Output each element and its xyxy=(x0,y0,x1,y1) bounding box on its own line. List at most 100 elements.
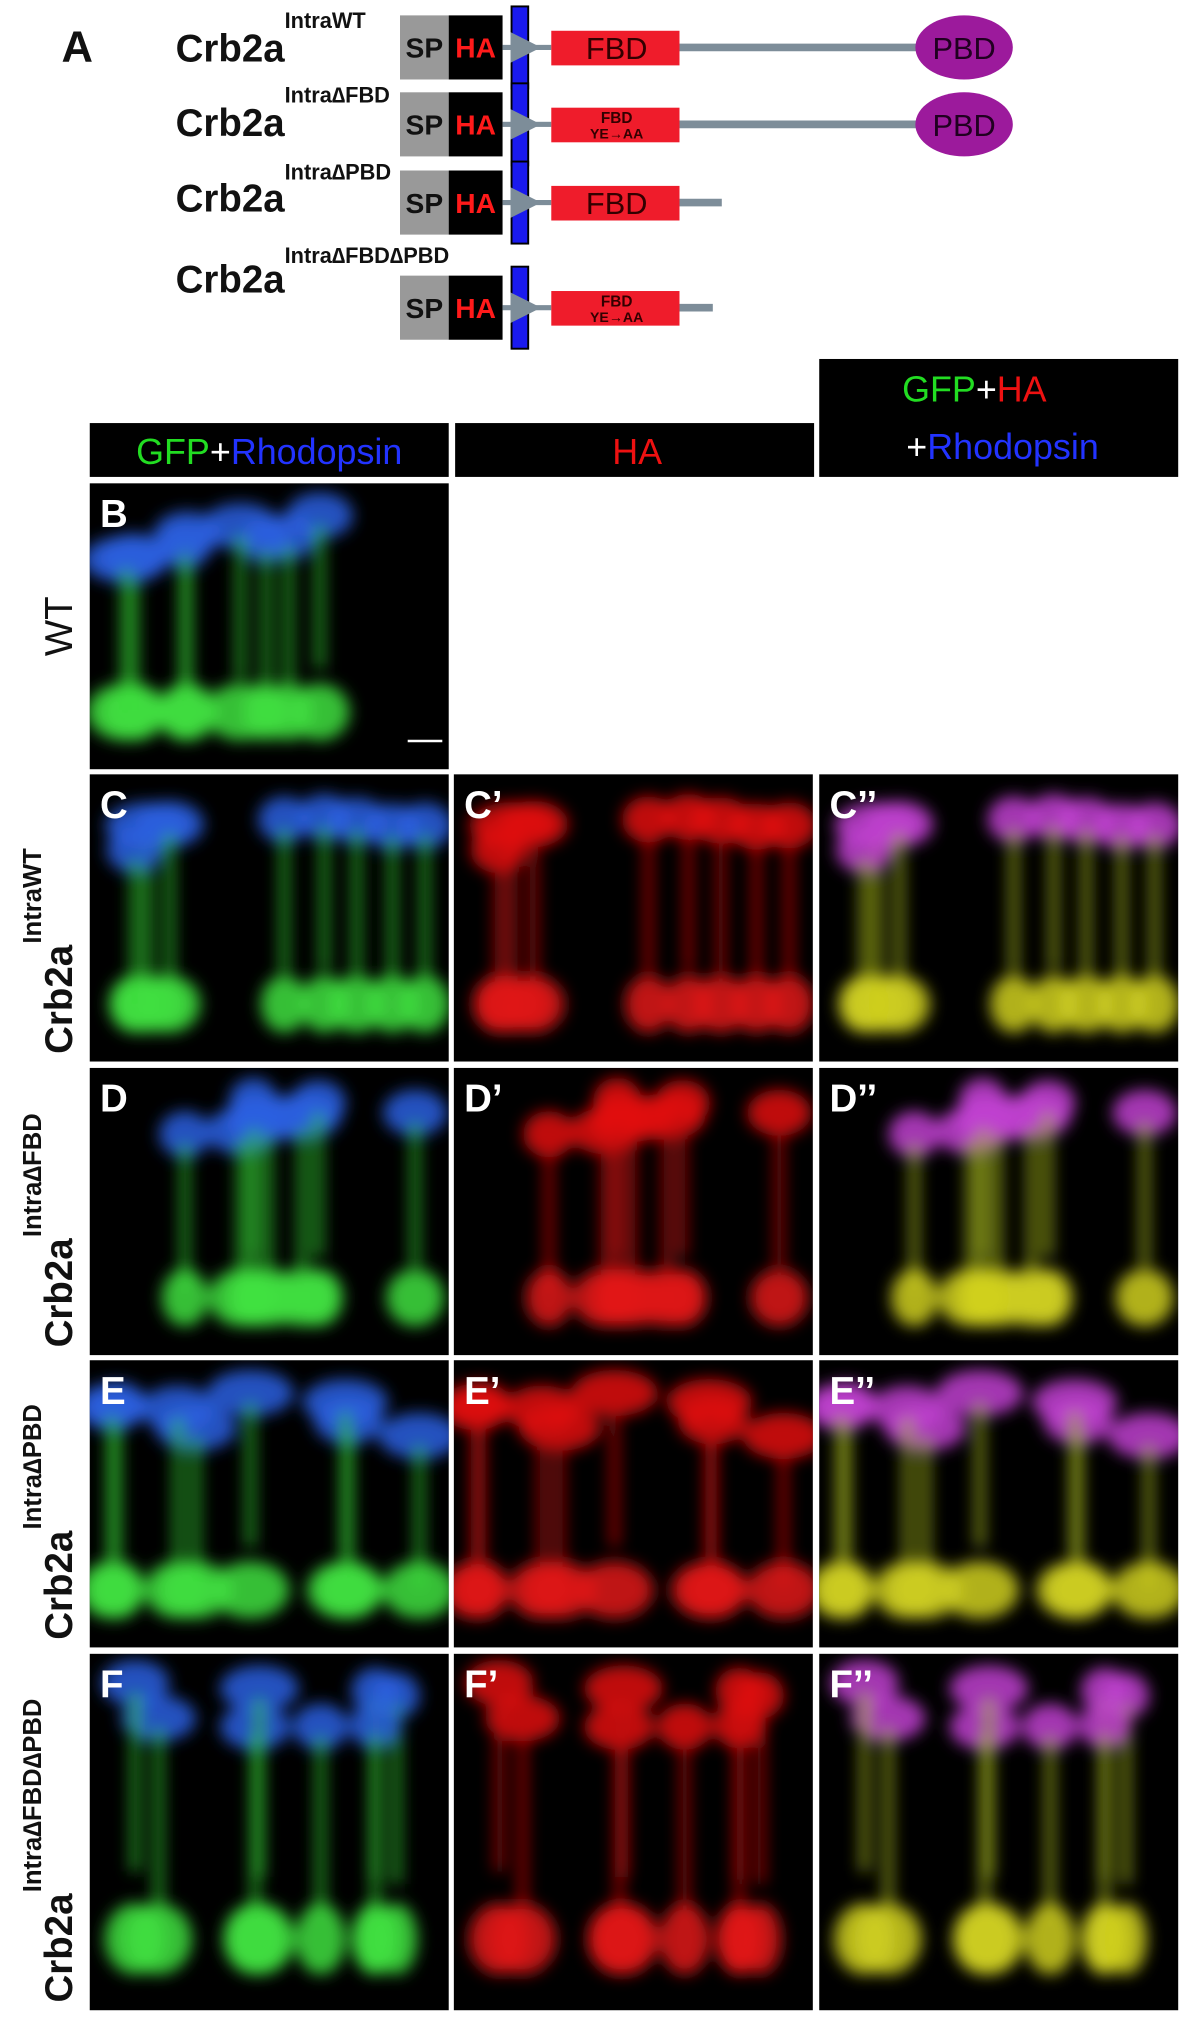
cell-stem xyxy=(235,536,246,680)
header-box xyxy=(455,423,815,477)
cell-stem xyxy=(965,1141,976,1285)
cell-outer-segment xyxy=(656,1703,713,1750)
cell-stem xyxy=(1143,1446,1154,1590)
cell-stem xyxy=(1026,1126,1037,1271)
transmembrane xyxy=(510,160,530,245)
cell-body xyxy=(293,1268,344,1327)
header-part: + xyxy=(210,432,231,472)
cell-outer-segment xyxy=(747,1089,812,1136)
fbd-domain xyxy=(551,30,680,66)
cell-body xyxy=(367,975,418,1033)
cell-stem xyxy=(919,1438,931,1582)
cell-outer-segment xyxy=(378,1412,449,1460)
cell-outer-segment xyxy=(987,796,1041,843)
cell-stem xyxy=(661,1126,672,1271)
cell-stem xyxy=(179,556,190,700)
construct-superscript: Intra∆FBD xyxy=(285,83,390,108)
panel-letter: D xyxy=(100,1078,128,1121)
cell-body xyxy=(591,1268,644,1327)
header-part: Rhodopsin xyxy=(231,432,403,472)
ha-domain xyxy=(448,15,503,80)
ha-label: HA xyxy=(455,32,496,64)
cell-stem xyxy=(554,1438,565,1582)
sp-label: SP xyxy=(406,292,444,324)
cell-body xyxy=(227,1268,280,1327)
cell-stem xyxy=(297,1126,308,1271)
cell-outer-segment xyxy=(292,1703,349,1750)
row-label-name: WT xyxy=(38,596,81,656)
sp-domain xyxy=(400,275,449,340)
fluorescence xyxy=(523,1077,812,1327)
cell-stem xyxy=(111,1415,122,1559)
panel-letter: E xyxy=(100,1370,126,1413)
cell-stem xyxy=(618,1698,629,1877)
cell-stem xyxy=(409,1123,421,1267)
cell-stem xyxy=(283,546,294,690)
cell-stem xyxy=(536,1418,548,1563)
cell-body xyxy=(957,1268,1009,1327)
construct-name: Crb2a xyxy=(176,102,286,145)
cell-outer-segment xyxy=(201,503,280,550)
cell-outer-segment xyxy=(261,513,316,560)
cell-outer-segment xyxy=(1093,803,1150,850)
cell-body xyxy=(715,1903,763,1975)
cell-stem xyxy=(677,1113,688,1257)
fbd-label: FBD xyxy=(601,293,633,310)
cell-stem xyxy=(841,1415,852,1559)
panel-letter: F’’ xyxy=(829,1663,872,1706)
cell-stem xyxy=(992,1128,1003,1273)
cell-stem xyxy=(528,834,539,978)
cell-body xyxy=(473,975,524,1033)
construct-name: Crb2a xyxy=(176,28,286,71)
cell-outer-segment xyxy=(830,1660,899,1707)
cell-body xyxy=(891,1268,938,1327)
column-header: GFP+Rhodopsin xyxy=(136,432,402,472)
cell-stem xyxy=(351,830,362,975)
row-label-superscript: Intra∆FBD∆PBD xyxy=(19,1699,47,1893)
cell-stem xyxy=(774,1123,785,1267)
cell-body xyxy=(508,1561,576,1619)
cell-stem xyxy=(106,1417,117,1561)
cell-outer-segment xyxy=(453,1383,511,1430)
fbd-mutation: YE→AA xyxy=(590,309,643,325)
cell-body xyxy=(1036,1561,1114,1619)
cell-outer-segment xyxy=(159,1111,211,1158)
cell-body xyxy=(731,975,782,1033)
cell-stem xyxy=(1149,835,1160,980)
fbd-domain xyxy=(551,185,680,221)
cell-body xyxy=(1112,1561,1179,1619)
column-header: +Rhodopsin xyxy=(906,427,1098,467)
row-label: WT xyxy=(38,596,81,656)
cell-body xyxy=(89,1561,143,1619)
ha-label: HA xyxy=(455,292,496,324)
cell-stem xyxy=(679,1736,690,1916)
ha-domain xyxy=(448,275,503,340)
cell-stem xyxy=(1044,1736,1056,1916)
cell-outer-segment xyxy=(949,1665,1029,1712)
header-part: GFP xyxy=(136,432,210,472)
cell-outer-segment xyxy=(364,803,421,850)
header-box xyxy=(819,358,1179,477)
cell-body xyxy=(693,975,749,1033)
cell-stem xyxy=(983,1698,994,1877)
column-header: HA xyxy=(612,432,662,472)
fluorescence xyxy=(159,1077,448,1327)
cell-body xyxy=(1115,1268,1174,1327)
cell-stem xyxy=(517,1728,528,1907)
fluorescence xyxy=(888,1077,1177,1327)
cell-stem xyxy=(977,1128,989,1273)
cell-stem xyxy=(387,836,398,981)
cell-stem xyxy=(1139,1123,1150,1267)
panel-letter: E’’ xyxy=(829,1370,875,1413)
ha-label: HA xyxy=(455,109,496,141)
cell-body xyxy=(657,1268,708,1327)
panel-letter: D’’ xyxy=(829,1078,877,1121)
cell-stem xyxy=(142,835,153,980)
cell-body xyxy=(990,975,1038,1033)
cell-stem xyxy=(893,834,905,978)
fluorescence xyxy=(465,1660,784,1975)
cell-body xyxy=(329,975,384,1033)
